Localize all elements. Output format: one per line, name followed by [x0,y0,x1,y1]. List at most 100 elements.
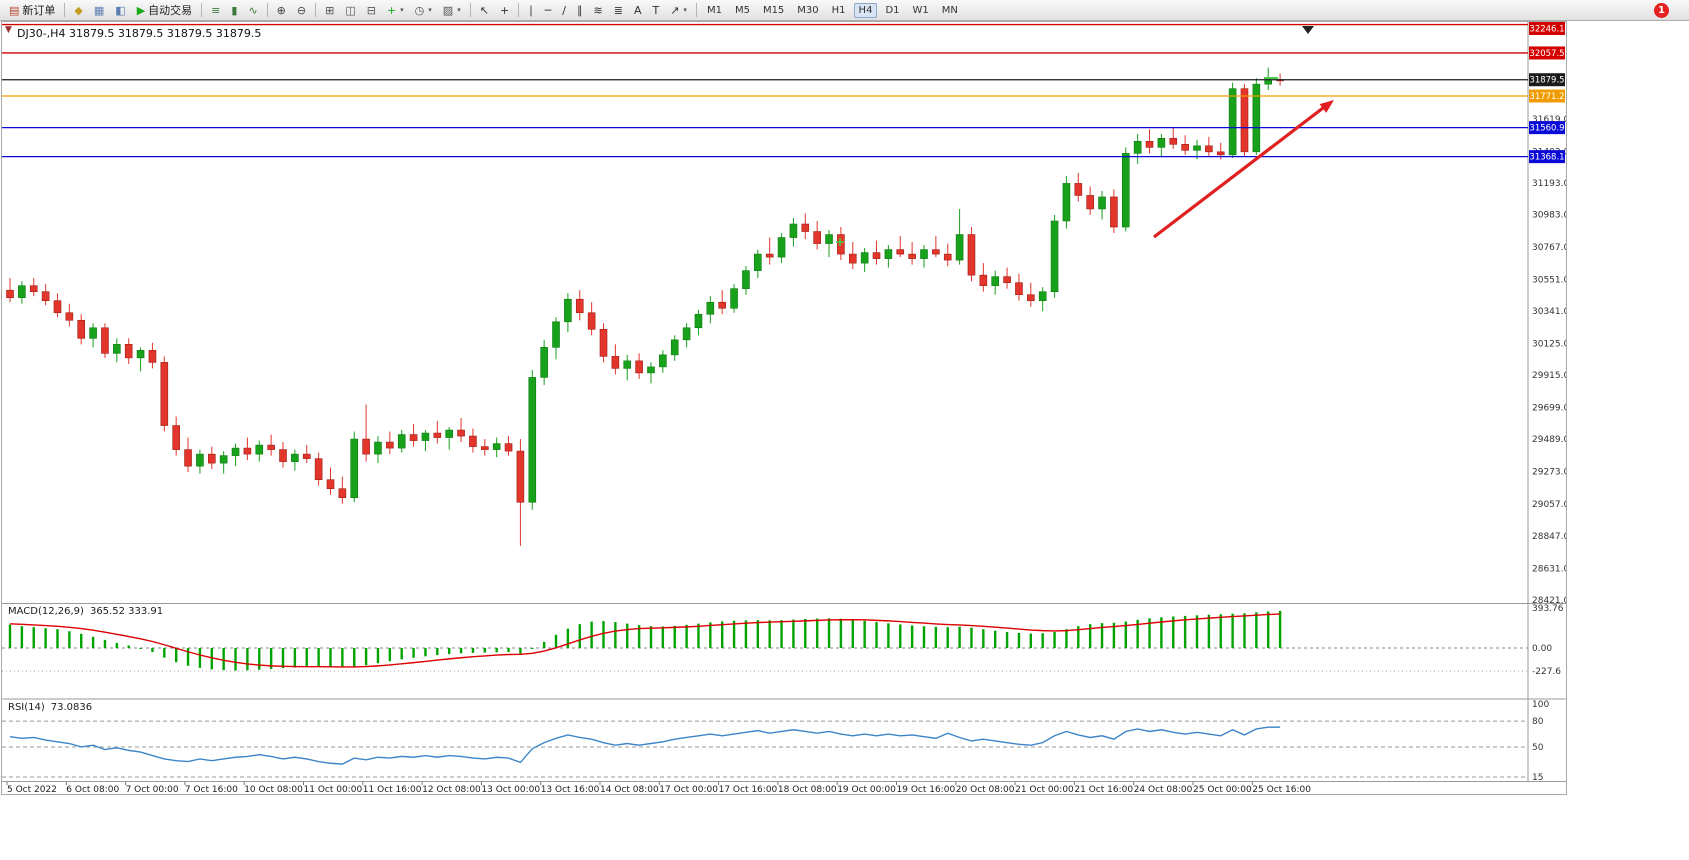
candlestick [291,449,299,471]
templates-button[interactable]: ▨ ▾ [438,0,466,21]
svg-text:29699.0: 29699.0 [1532,404,1566,414]
svg-text:10 Oct 08:00: 10 Oct 08:00 [244,785,303,794]
tile-windows-icon[interactable]: ⊞ [320,0,339,21]
candlestick [1228,82,1237,158]
new-order-button[interactable]: ▤ 新订单 [4,0,60,21]
templates-icon: ▨ [442,3,454,17]
chart-shift-marker[interactable] [1302,26,1314,34]
zoom-in-icon: ⊕ [276,3,286,17]
notification-badge[interactable]: 1 [1654,3,1669,18]
line-chart-icon-icon: ∿ [248,3,258,17]
candlestick [469,428,477,453]
timeframe-button-m1[interactable]: M1 [706,4,722,16]
bars-chart-icon[interactable]: ≡ [206,0,225,21]
bars-chart-icon-icon: ≡ [211,3,221,17]
svg-text:19 Oct 00:00: 19 Oct 00:00 [837,785,896,794]
crosshair-tool[interactable]: + [495,0,514,21]
rsi-indicator-label: RSI(14) 73.0836 [8,702,92,713]
candlestick [445,427,453,450]
shapes-tool[interactable]: ≣ [609,0,628,21]
fibonacci-icon: ≋ [593,3,603,17]
svg-text:29273.0: 29273.0 [1532,468,1566,478]
timeframe-button-d1[interactable]: D1 [885,4,900,16]
candlestick [765,237,774,265]
timeframe-button-h4[interactable]: H4 [853,2,878,18]
cursor-tool[interactable]: ↖ [475,0,494,21]
chevron-down-icon: ▾ [400,6,404,14]
plus-marker[interactable] [836,238,844,246]
text-tool[interactable]: A [629,0,647,21]
arrows-tool[interactable]: ↗ ▾ [665,0,692,21]
price-level-badge [1529,89,1565,103]
periods-button[interactable]: ◷ ▾ [410,0,437,21]
candlestick [1121,147,1130,232]
trend-arrow[interactable] [1153,100,1334,239]
price-level-badge [1529,73,1565,87]
candlestick [480,439,489,456]
indicators-button[interactable]: + ▾ [382,0,409,21]
candlestick [6,278,14,303]
svg-text:31560.9: 31560.9 [1529,124,1564,134]
candlestick [136,347,145,372]
toolbar-separator [201,3,203,17]
trendline-tool[interactable]: ∕ [557,0,571,21]
channel-tool[interactable]: ∥ [572,0,588,21]
candlestick [1240,84,1249,157]
toolbar-separator [315,3,317,17]
timeframe-button-mn[interactable]: MN [941,4,958,16]
candlestick [587,302,596,336]
print-icon[interactable]: ▦ [89,0,109,21]
candlestick [172,416,180,456]
text-icon: A [633,3,642,17]
one-click-trading-toggle[interactable]: ▼ [5,25,12,35]
rsi-name: RSI(14) [8,702,45,713]
svg-text:15: 15 [1532,773,1543,783]
svg-text:12 Oct 08:00: 12 Oct 08:00 [422,785,481,794]
candlestick [148,342,157,369]
candlestick [386,431,394,455]
vertical-line-tool[interactable]: ∣ [523,0,539,21]
svg-text:21 Oct 16:00: 21 Oct 16:00 [1074,785,1133,794]
fibonacci-tool[interactable]: ≋ [589,0,608,21]
candlestick [1003,267,1011,289]
toolbar-separator [64,3,66,17]
candlestick [635,353,643,379]
timeframe-button-m15[interactable]: M15 [762,4,785,16]
svg-text:28847.0: 28847.0 [1532,532,1566,542]
svg-text:29489.0: 29489.0 [1532,435,1566,445]
candlestick [457,418,465,443]
candlestick [837,227,845,261]
arrange-windows-icon[interactable]: ⊟ [362,0,381,21]
cascade-windows-icon[interactable]: ◫ [340,0,360,21]
candlestick [920,245,928,268]
timeframe-button-h1[interactable]: H1 [831,4,846,16]
candlestick [267,434,275,456]
candlestick [754,249,762,279]
chart-window: ▼ DJ30-,H4 31879.5 31879.5 31879.5 31879… [1,21,1567,795]
rsi-line [9,726,1281,765]
zoom-in-button[interactable]: ⊕ [272,0,291,21]
svg-text:50: 50 [1532,743,1544,753]
candlestick [860,248,869,273]
chevron-down-icon: ▾ [457,6,461,14]
candlestick [706,296,715,324]
candlestick [979,263,988,292]
line-chart-icon[interactable]: ∿ [243,0,262,21]
timeframe-button-m5[interactable]: M5 [734,4,750,16]
zoom-out-button[interactable]: ⊖ [292,0,311,21]
charts-profile-icon[interactable]: ◆ [69,0,87,21]
svg-text:-227.6: -227.6 [1532,667,1561,677]
horizontal-line-tool[interactable]: ─ [540,0,557,21]
chart-canvas[interactable]: 31619.031403.031193.030983.030767.030551… [2,22,1566,794]
data-window-icon-icon: ◧ [115,3,126,17]
candles-chart-icon[interactable]: ▮ [226,0,242,21]
timeframe-button-w1[interactable]: W1 [912,4,929,16]
candlestick [1252,78,1261,155]
rsi-value: 73.0836 [50,702,93,713]
label-tool[interactable]: T [647,0,664,21]
pane-separators [2,22,1566,782]
autotrading-button[interactable]: ▶ 自动交易 [132,0,197,21]
data-window-icon[interactable]: ◧ [110,0,130,21]
timeframe-button-m30[interactable]: M30 [797,4,819,16]
candlestick [314,452,323,486]
